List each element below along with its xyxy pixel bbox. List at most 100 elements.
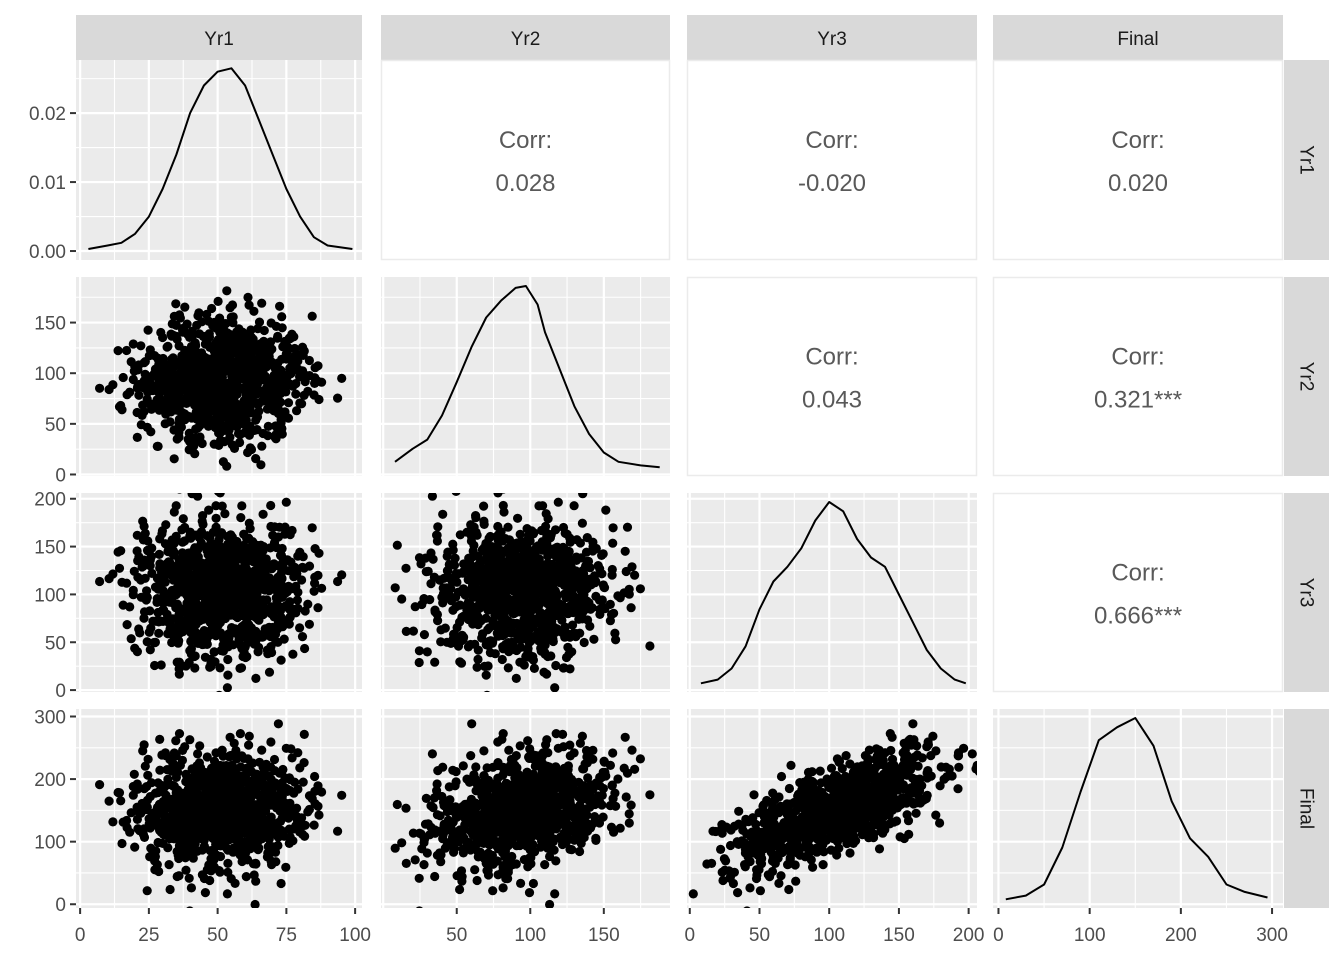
data-point — [167, 319, 177, 329]
data-point — [595, 604, 605, 615]
data-point — [122, 345, 132, 356]
data-point — [469, 540, 479, 551]
data-point — [313, 361, 323, 371]
data-point — [150, 637, 160, 647]
data-point — [482, 563, 492, 573]
data-point — [534, 636, 544, 646]
data-point — [481, 670, 491, 680]
data-point — [426, 579, 436, 589]
data-point — [545, 544, 556, 554]
panel-marks — [700, 501, 967, 685]
data-point — [488, 886, 498, 896]
data-point — [607, 564, 617, 575]
data-point — [597, 569, 607, 579]
data-point — [126, 634, 136, 644]
data-point — [215, 867, 225, 877]
data-point — [184, 428, 194, 438]
data-point — [313, 603, 323, 613]
data-point — [201, 559, 211, 569]
data-point — [248, 346, 258, 356]
data-point — [208, 593, 218, 603]
data-point — [432, 609, 442, 620]
data-point — [292, 406, 302, 416]
data-point — [154, 405, 164, 415]
data-point — [238, 651, 248, 662]
data-point — [479, 746, 489, 756]
data-point — [292, 595, 302, 605]
data-point — [526, 607, 536, 617]
data-point — [272, 795, 282, 805]
data-point — [542, 569, 552, 580]
data-point — [276, 655, 286, 665]
data-point — [171, 501, 181, 511]
data-point — [337, 373, 347, 383]
data-point — [258, 610, 268, 620]
data-point — [245, 524, 255, 534]
data-point — [260, 385, 270, 395]
data-point — [178, 841, 188, 851]
data-point — [451, 802, 461, 813]
data-point — [126, 357, 136, 367]
data-point — [538, 501, 548, 511]
data-point — [500, 493, 506, 494]
data-point — [165, 834, 175, 844]
data-point — [240, 569, 251, 579]
data-point — [227, 589, 238, 599]
data-point — [507, 637, 517, 647]
row-strip-label: Yr1 — [1296, 145, 1317, 175]
data-point — [608, 748, 618, 758]
data-point — [240, 824, 250, 834]
data-point — [503, 522, 513, 532]
data-point — [132, 779, 142, 789]
data-point — [208, 321, 218, 331]
data-point — [297, 575, 307, 585]
row-strip-Yr1 — [1284, 60, 1329, 260]
data-point — [154, 628, 164, 638]
data-point — [524, 555, 534, 565]
data-point — [445, 573, 455, 583]
data-point — [237, 501, 247, 511]
data-point — [284, 619, 294, 629]
data-point — [242, 534, 252, 544]
data-point — [200, 333, 210, 343]
data-point — [298, 777, 308, 787]
data-point — [174, 419, 184, 429]
data-point — [181, 569, 191, 580]
data-point — [219, 812, 229, 823]
data-point — [522, 524, 532, 534]
data-point — [516, 624, 526, 634]
data-point — [149, 369, 159, 379]
data-point — [232, 419, 243, 429]
data-point — [273, 532, 283, 542]
data-point — [152, 860, 162, 870]
data-point — [231, 628, 241, 638]
data-point — [436, 637, 446, 647]
data-point — [297, 632, 308, 642]
data-point — [277, 423, 287, 434]
data-point — [581, 561, 591, 571]
data-point — [117, 838, 127, 849]
data-point — [551, 525, 561, 535]
data-point — [171, 299, 181, 309]
data-point — [122, 578, 132, 588]
data-point — [430, 871, 440, 882]
data-point — [118, 600, 128, 610]
data-point — [202, 752, 212, 762]
data-point — [253, 778, 264, 789]
data-point — [152, 597, 162, 608]
data-point — [139, 824, 149, 834]
data-point — [253, 366, 264, 377]
data-point — [259, 603, 269, 613]
data-point — [477, 556, 487, 566]
data-point — [609, 827, 619, 837]
data-point — [223, 867, 233, 877]
data-point — [313, 376, 323, 386]
corr-panel-border — [992, 492, 1284, 693]
data-point — [467, 719, 477, 729]
data-point — [180, 302, 190, 312]
data-point — [589, 634, 599, 644]
data-point — [128, 585, 138, 596]
data-point — [440, 623, 450, 633]
data-point — [205, 831, 216, 841]
